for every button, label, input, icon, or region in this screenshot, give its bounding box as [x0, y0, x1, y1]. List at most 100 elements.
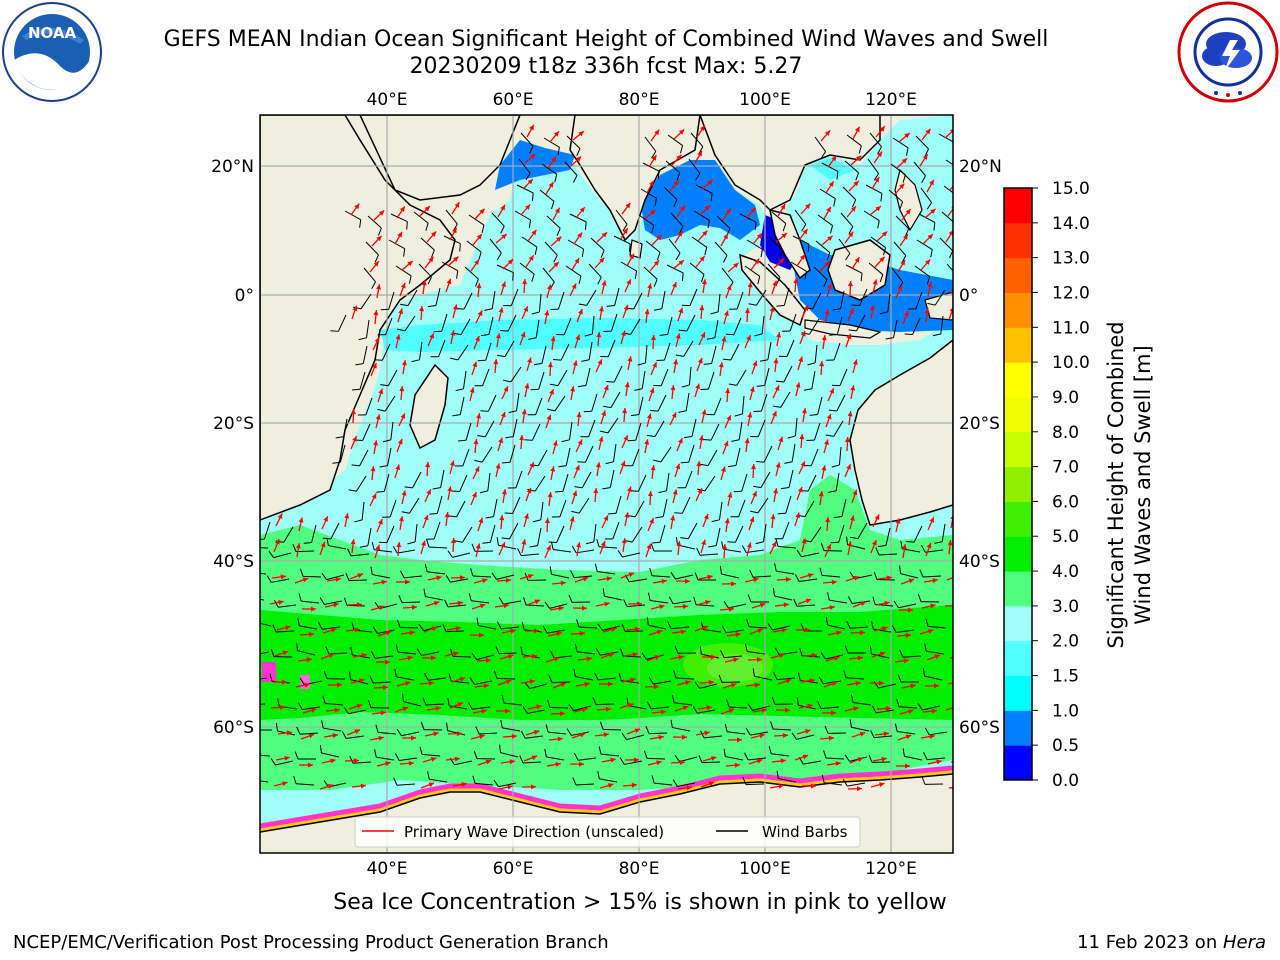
- wind-barb-feather: [680, 537, 689, 540]
- lat-tick-left: 40°S: [213, 552, 254, 572]
- wind-barb-feather: [703, 362, 712, 365]
- wind-barb-feather: [606, 380, 615, 383]
- wave-arrow-head: [632, 652, 638, 658]
- wind-barb: [549, 603, 568, 609]
- wind-barb: [348, 579, 368, 582]
- wind-barb: [674, 702, 693, 706]
- wind-barb-feather: [829, 225, 834, 234]
- wave-arrow-head: [847, 541, 853, 547]
- wave-arrow-head: [375, 414, 381, 420]
- wave-arrow-head: [934, 654, 941, 660]
- wave-arrow-head: [531, 755, 538, 761]
- wind-barb: [271, 578, 290, 583]
- wind-barb-feather: [596, 538, 600, 547]
- wave-arrow-head: [544, 518, 550, 524]
- wind-barb: [399, 757, 418, 762]
- wind-barb-feather: [321, 720, 324, 729]
- wave-arrow-head: [879, 126, 885, 132]
- wave-arrow-head: [799, 434, 805, 440]
- wind-barb-feather: [351, 622, 355, 631]
- wind-barb: [799, 578, 818, 583]
- wind-barb: [789, 313, 797, 332]
- wind-barb: [554, 395, 566, 412]
- wave-arrow-head: [835, 761, 841, 767]
- wave-arrow-head: [884, 600, 890, 606]
- wind-barb: [387, 369, 398, 386]
- wave-arrow-head: [625, 202, 631, 209]
- wave-arrow-head: [756, 657, 762, 663]
- wind-barb: [728, 603, 747, 609]
- wave-arrow-head: [781, 627, 787, 633]
- wind-barb-feather: [673, 670, 677, 679]
- wind-barb-feather: [345, 573, 350, 581]
- lon-tick-top: 40°E: [367, 90, 408, 110]
- wave-arrow-head: [498, 307, 504, 313]
- wave-arrow-head: [474, 259, 480, 266]
- wind-barb-feather: [842, 778, 848, 787]
- wave-arrow-head: [280, 574, 286, 580]
- wind-barb-feather: [273, 599, 279, 608]
- wave-arrow-head: [804, 729, 811, 734]
- wind-barb-feather: [668, 596, 674, 605]
- wind-barb-feather: [269, 673, 273, 682]
- wind-barb: [348, 709, 367, 715]
- wind-barb-feather: [868, 754, 873, 763]
- wind-barb-feather: [422, 697, 427, 706]
- wind-barb: [913, 525, 923, 543]
- wave-arrow-head: [881, 231, 888, 237]
- wave-arrow-head: [524, 513, 529, 520]
- wind-barb: [449, 705, 468, 710]
- wave-arrow-head: [361, 652, 367, 658]
- wind-barb-feather: [694, 681, 700, 689]
- wave-arrow-head: [809, 678, 815, 684]
- wind-barb-feather: [396, 728, 402, 737]
- wind-barb: [809, 318, 820, 335]
- wind-barb-feather: [584, 221, 587, 230]
- wind-barb-feather: [777, 512, 786, 515]
- wind-barb: [941, 523, 946, 542]
- wind-barb: [746, 239, 763, 250]
- lon-tick-bottom: 40°E: [367, 859, 408, 879]
- wind-barb: [898, 603, 917, 609]
- antarctica-coast: [260, 773, 953, 833]
- wind-barb-feather: [578, 303, 587, 306]
- wind-barb: [362, 345, 368, 364]
- wind-barb: [409, 497, 420, 514]
- wave-arrow-head: [723, 440, 729, 447]
- wave-arrow-head: [776, 332, 782, 338]
- wave-arrow-head: [902, 234, 908, 240]
- wind-barb: [515, 470, 523, 489]
- wave-arrow-head: [482, 578, 488, 584]
- wind-barb-feather: [771, 696, 776, 705]
- wind-barb: [840, 290, 845, 309]
- wave-arrow-head: [830, 710, 836, 716]
- wave-arrow-head: [931, 708, 937, 714]
- wave-arrow-head: [699, 305, 705, 311]
- wind-barb: [339, 444, 346, 463]
- wave-arrow-head: [756, 233, 762, 239]
- wind-barb: [927, 757, 946, 761]
- wind-barb-feather: [830, 541, 839, 544]
- lon-tick-bottom: 80°E: [619, 859, 660, 879]
- wave-arrow-head: [405, 579, 410, 585]
- wave-arrow-head: [378, 519, 383, 525]
- wind-barb: [778, 545, 797, 549]
- wind-barb-feather: [750, 510, 759, 514]
- wind-barb: [359, 371, 366, 390]
- wind-barb-feather: [871, 621, 874, 630]
- wind-barb-feather: [847, 596, 853, 604]
- wind-barb-feather: [679, 145, 684, 154]
- wave-arrow-head: [456, 731, 462, 737]
- wind-barb: [868, 262, 884, 275]
- wind-barb-feather: [480, 334, 490, 337]
- wind-barb: [663, 342, 671, 361]
- wind-barb: [654, 782, 673, 786]
- lat-tick-right: 20°N: [959, 157, 1002, 177]
- wind-barb-feather: [351, 464, 360, 467]
- wind-barb-feather: [671, 694, 675, 703]
- wind-barb: [519, 262, 535, 275]
- wave-arrow-head: [853, 706, 859, 712]
- wind-barb-feather: [319, 744, 322, 754]
- wind-barb-feather: [775, 538, 779, 547]
- wind-barb-feather: [600, 250, 605, 258]
